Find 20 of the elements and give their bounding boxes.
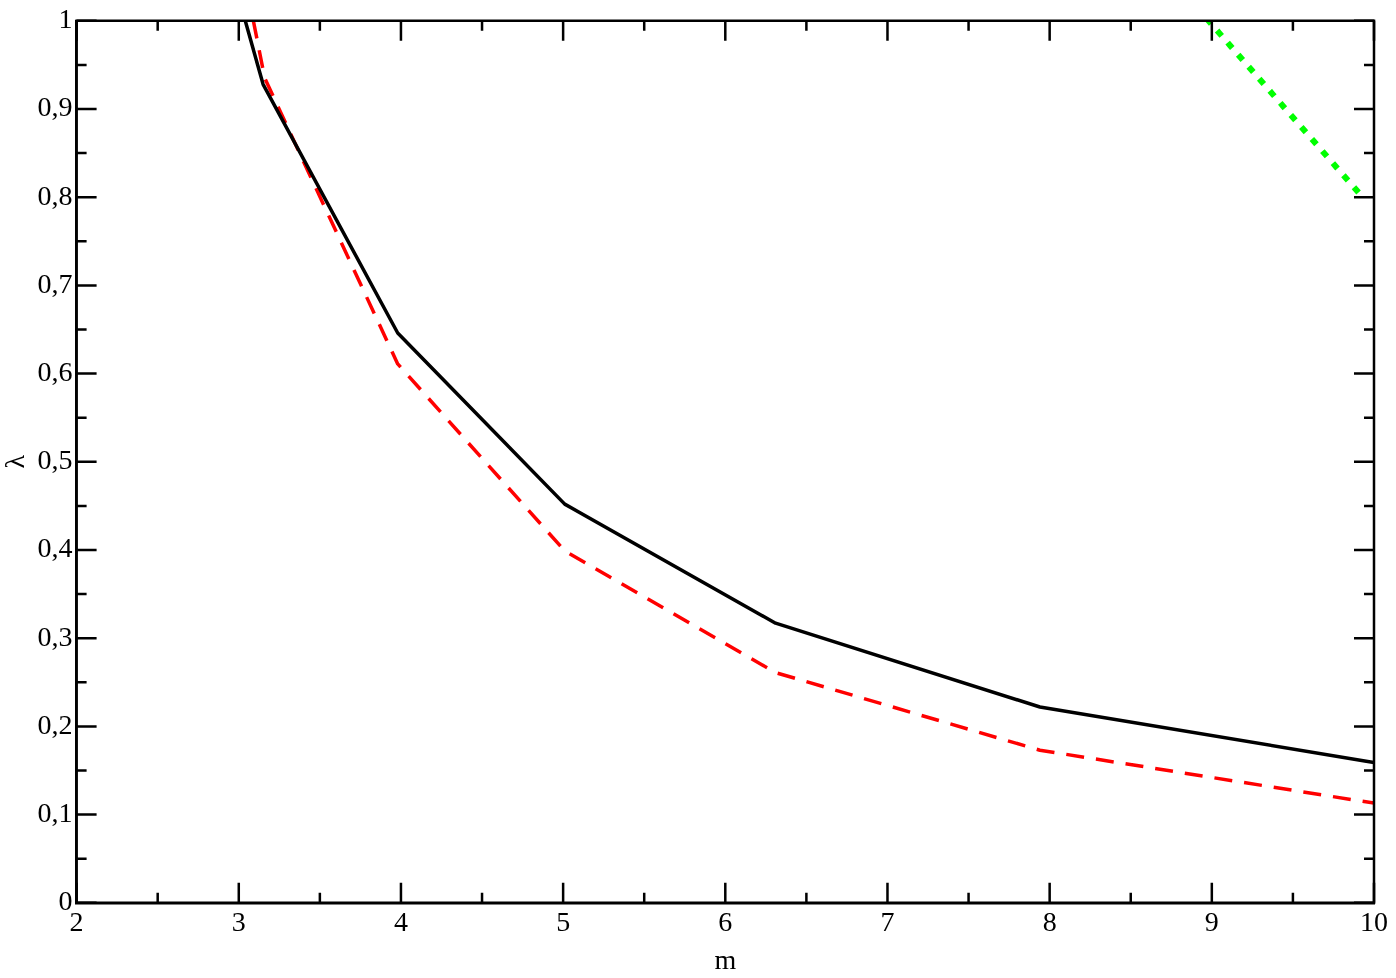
x-axis-title: m — [714, 943, 737, 975]
x-tick-label: 7 — [880, 905, 895, 937]
x-tick-label: 5 — [556, 905, 571, 937]
y-tick-label: 0,2 — [37, 708, 73, 740]
x-tick-label: 4 — [393, 905, 408, 937]
y-tick-label: 0,4 — [37, 532, 73, 564]
x-tick-label: 8 — [1042, 905, 1057, 937]
x-tick-label: 3 — [231, 905, 246, 937]
y-tick-label: 0,6 — [37, 355, 73, 387]
y-tick-label: 0,5 — [37, 444, 73, 476]
y-tick-label: 0,1 — [37, 796, 73, 828]
x-tick-label: 10 — [1360, 905, 1388, 937]
y-axis-title: λ — [0, 454, 31, 469]
y-tick-label: 0,7 — [37, 267, 73, 299]
x-tick-label: 6 — [718, 905, 733, 937]
y-tick-label: 0,3 — [37, 620, 73, 652]
x-tick-label: 9 — [1204, 905, 1219, 937]
y-tick-label: 0,9 — [37, 91, 73, 123]
y-tick-label: 1 — [58, 3, 73, 35]
y-tick-label: 0,8 — [37, 179, 73, 211]
